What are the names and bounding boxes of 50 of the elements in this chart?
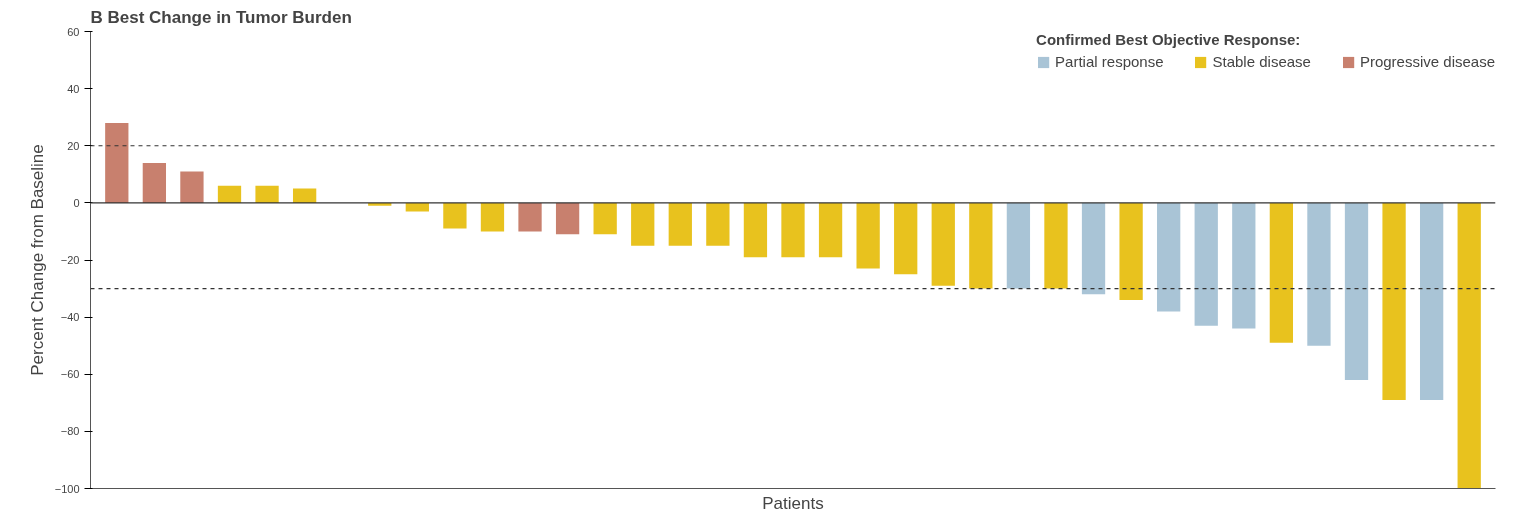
bar <box>1307 202 1331 346</box>
y-axis-title: Percent Change from Baseline <box>27 144 47 376</box>
bar <box>743 202 768 258</box>
bar <box>818 202 843 258</box>
y-tick-label: −100 <box>54 482 80 495</box>
bar <box>1232 202 1256 329</box>
y-tick-label: 20 <box>67 139 80 152</box>
bar <box>706 202 730 246</box>
bar <box>142 162 167 203</box>
legend-label: Partial response <box>1055 53 1164 70</box>
x-axis-title: Patients <box>762 493 824 513</box>
bar <box>292 188 317 203</box>
bar <box>781 202 805 258</box>
bar <box>1194 202 1218 326</box>
legend-label: Progressive disease <box>1359 53 1495 70</box>
chart-title: B Best Change in Tumor Burden <box>90 7 352 27</box>
y-tick-label: −20 <box>60 254 80 266</box>
bar <box>105 122 129 203</box>
bar <box>931 202 955 286</box>
legend-label: Stable disease <box>1212 53 1311 70</box>
bar <box>1382 202 1406 400</box>
bar <box>555 202 580 235</box>
legend-title: Confirmed Best Objective Response: <box>1036 31 1302 48</box>
y-tick-label: 40 <box>67 82 80 95</box>
bar <box>969 202 993 289</box>
bar <box>856 202 880 269</box>
bar <box>1157 202 1181 312</box>
bar <box>480 202 505 232</box>
bar <box>518 202 542 232</box>
bar <box>1419 202 1444 400</box>
y-tick-label: −40 <box>60 311 80 324</box>
bar <box>1081 202 1106 295</box>
bar <box>631 202 655 246</box>
bar <box>217 185 242 203</box>
bar <box>1269 202 1294 343</box>
bar <box>1006 202 1031 289</box>
bar <box>593 202 617 235</box>
bar <box>668 202 692 246</box>
bar <box>180 171 204 203</box>
y-tick-label: −60 <box>60 368 80 381</box>
bar <box>1044 202 1068 289</box>
bar <box>1457 202 1481 489</box>
bar <box>443 202 467 229</box>
bar <box>1344 202 1369 380</box>
bar <box>894 202 918 275</box>
y-tick-label: −80 <box>60 425 80 438</box>
bar <box>255 185 279 203</box>
y-tick-label: 60 <box>67 25 80 38</box>
bar <box>1119 202 1143 300</box>
y-tick-label: 0 <box>73 196 80 209</box>
